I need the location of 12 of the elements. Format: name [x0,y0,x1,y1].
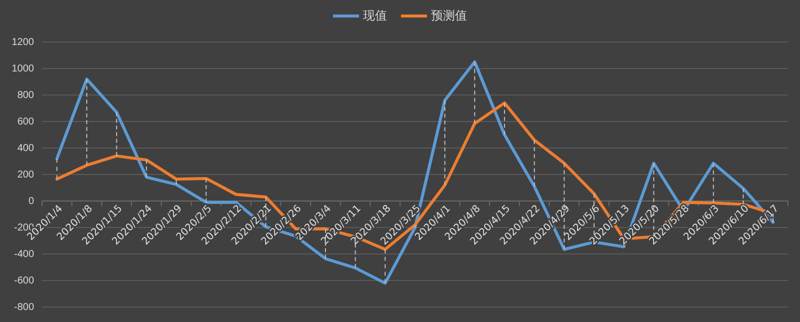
legend-label: 预测值 [431,8,467,22]
y-tick-label: -600 [14,276,34,287]
y-tick-label: 400 [17,143,34,154]
y-tick-label: 1200 [12,37,34,48]
y-tick-label: 600 [17,116,34,128]
y-tick-label: -800 [14,302,34,314]
y-tick-label: 800 [17,90,34,102]
y-tick-label: 200 [17,170,34,181]
y-tick-label: 1000 [12,64,34,75]
y-tick-label: 0 [28,196,34,208]
y-tick-label: -400 [14,249,34,260]
legend-label: 现值 [363,8,387,22]
